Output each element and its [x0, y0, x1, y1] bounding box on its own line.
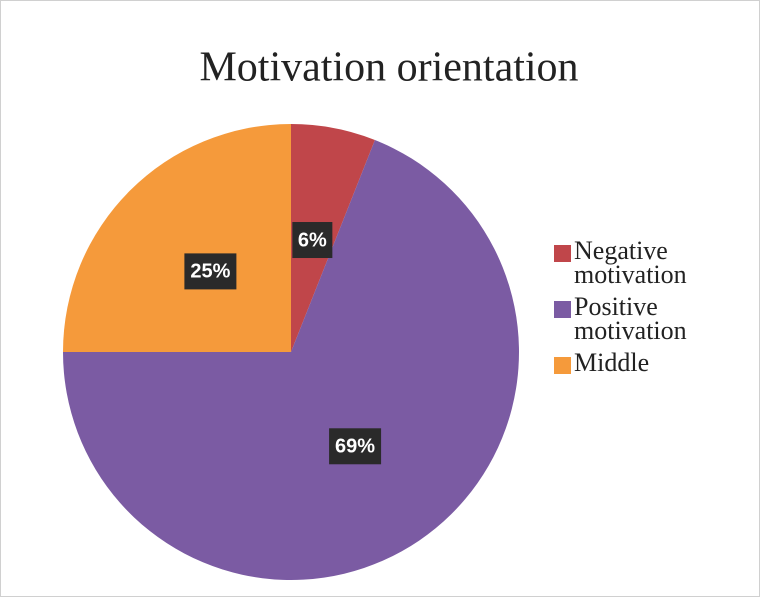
data-label-box — [292, 222, 333, 259]
data-label: 6% — [298, 229, 327, 251]
legend-swatch — [554, 301, 571, 318]
data-label: 69% — [335, 436, 375, 458]
pie-slice — [63, 140, 519, 580]
pie-slice — [291, 124, 375, 352]
pie-slice — [63, 124, 291, 352]
legend-entry: Middle — [554, 348, 724, 377]
legend-label: Negative motivation — [574, 236, 687, 289]
legend-swatch — [554, 357, 571, 374]
legend-label: Middle — [574, 348, 650, 377]
data-label: 25% — [190, 261, 230, 283]
legend: Negative motivation Positive motivation Mi… — [554, 236, 724, 383]
legend-entry: Negative motivation — [554, 236, 724, 289]
data-label-box — [184, 253, 237, 290]
chart-title: Motivation orientation — [199, 45, 578, 91]
legend-swatch — [554, 245, 571, 262]
data-label-box — [329, 428, 382, 465]
legend-label: Positive motivation — [574, 292, 687, 345]
legend-entry: Positive motivation — [554, 292, 724, 345]
